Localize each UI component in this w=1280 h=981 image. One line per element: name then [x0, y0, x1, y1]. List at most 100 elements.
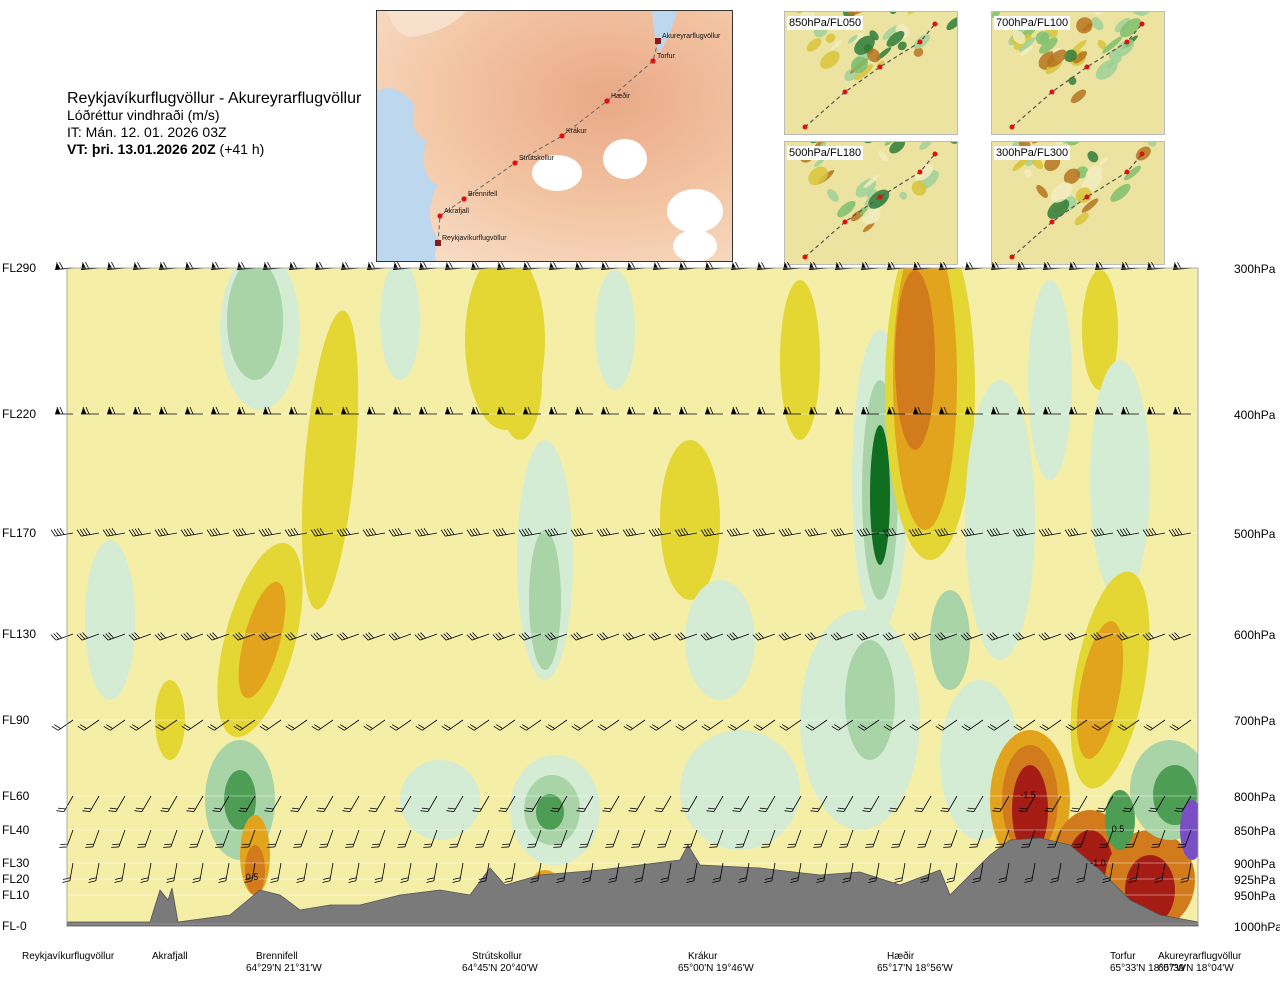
route-line [437, 40, 659, 244]
map-glacier-4 [673, 230, 717, 261]
wind-barb [1090, 527, 1114, 537]
wind-barb [523, 261, 542, 270]
wind-barb [576, 795, 594, 812]
wind-barb [180, 527, 204, 537]
wind-barb [189, 829, 204, 848]
wind-barb [293, 829, 308, 848]
wind-barb [76, 527, 100, 537]
wind-barb [449, 829, 464, 848]
pressure-tick-label: 700hPa [1234, 714, 1276, 728]
contour-region [224, 770, 256, 830]
wind-barb [211, 261, 230, 270]
wind-barb [238, 795, 256, 812]
wind-barb [493, 719, 516, 731]
wind-barb [727, 719, 750, 731]
contour-region [245, 845, 265, 895]
contour-region [870, 425, 890, 565]
station-label: Akureyrarflugvöllur 65°39'N 18°04'W [1158, 951, 1241, 975]
wind-barb [504, 862, 516, 883]
contour-region [1105, 790, 1135, 850]
wind-barb [270, 862, 282, 883]
wind-barb [960, 527, 984, 537]
wind-barb [114, 862, 126, 883]
wind-barb [830, 527, 854, 537]
station-name: Hæðir [887, 951, 915, 962]
wind-barb [784, 795, 802, 812]
wind-barb [969, 829, 984, 848]
wind-barb [972, 862, 984, 883]
contour-region [238, 581, 286, 699]
wind-barb [345, 829, 360, 848]
wind-barb [180, 632, 204, 641]
wind-barb [731, 406, 749, 415]
wind-barb [59, 829, 74, 848]
station-name: Akrafjall [152, 951, 188, 962]
wind-barb [530, 862, 542, 883]
contour-region [930, 590, 970, 690]
wind-barb [62, 862, 74, 883]
wind-barb [608, 862, 620, 883]
wind-barb [102, 527, 126, 537]
wind-barb [891, 829, 906, 848]
contour-region [1180, 800, 1198, 860]
station-label: Reykjavíkurflugvöllur [22, 951, 114, 963]
wind-barb [709, 829, 724, 848]
pressure-tick-label: 950hPa [1234, 889, 1276, 903]
wind-barb [1050, 862, 1062, 883]
contour-region [685, 580, 755, 700]
wind-barb [81, 261, 100, 270]
wind-barb [159, 261, 178, 270]
waypoint-marker [559, 133, 565, 139]
wind-barb [518, 527, 542, 537]
wind-barb [960, 632, 984, 641]
wind-barb [527, 829, 542, 848]
map-glacier-3 [667, 189, 723, 233]
wind-barb [103, 719, 126, 731]
issue-time: IT: Mán. 12. 01. 2026 03Z [67, 124, 227, 140]
contour-region [800, 610, 920, 830]
wind-barb [415, 719, 438, 731]
waypoint-label: Akrafjall [444, 208, 469, 215]
wind-barb [284, 632, 308, 641]
valid-time: VT: þri. 13.01.2026 20Z [67, 141, 216, 157]
wind-barb [809, 406, 827, 415]
wind-barb [752, 527, 776, 537]
station-coord: 64°29'N 21°31'W [246, 963, 322, 974]
wind-barb [700, 632, 724, 641]
wind-barb [553, 829, 568, 848]
wind-barb [107, 406, 125, 415]
wind-barb [492, 632, 516, 641]
wind-barb [1168, 527, 1192, 537]
contour-region [465, 268, 545, 430]
wind-barb [752, 632, 776, 641]
contour-region [1070, 571, 1150, 789]
wind-barb [758, 795, 776, 812]
contour-region [85, 540, 135, 700]
wind-barb [883, 719, 906, 731]
wind-barb [1116, 527, 1140, 537]
contour-label: 0.5 [246, 872, 259, 882]
wind-barb [571, 719, 594, 731]
wind-barb [362, 632, 386, 641]
wind-barb [674, 632, 698, 641]
wind-barb [140, 862, 152, 883]
wind-barb [237, 406, 255, 415]
wind-barb [154, 632, 178, 641]
wind-barb [1180, 862, 1192, 883]
wind-barb [1012, 632, 1036, 641]
wind-barb [371, 829, 386, 848]
fl-tick-label: FL290 [2, 261, 37, 275]
contour-region [680, 730, 800, 850]
wind-barb [601, 406, 619, 415]
wind-barb [108, 795, 126, 812]
pressure-tick-label: 925hPa [1234, 873, 1276, 887]
wind-barb [946, 862, 958, 883]
wind-barb [1116, 632, 1140, 641]
wind-barb [1096, 795, 1114, 812]
wind-barb [237, 261, 256, 270]
wind-barb [264, 795, 282, 812]
wind-barb [1064, 527, 1088, 537]
valid-time-line: VT: þri. 13.01.2026 20Z (+41 h) [67, 141, 361, 158]
station-coord: 64°45'N 20°40'W [462, 963, 538, 974]
wind-barb [908, 632, 932, 641]
